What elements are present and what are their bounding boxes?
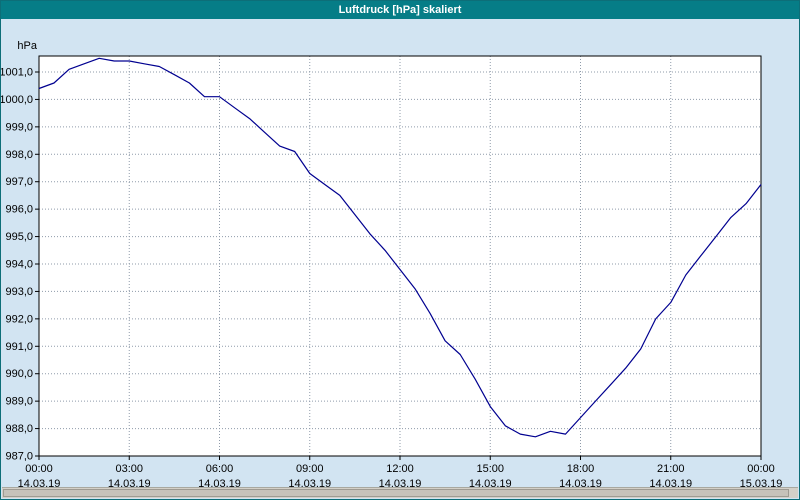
y-tick-label: 991,0 [5, 341, 33, 353]
y-axis-unit-label: hPa [17, 40, 37, 52]
y-tick-label: 994,0 [5, 259, 33, 271]
pressure-line [38, 57, 762, 438]
y-tick-label: 987,0 [5, 451, 33, 463]
x-tick-date-label: 14.03.19 [379, 478, 422, 489]
scrollbar-thumb[interactable] [3, 489, 789, 497]
x-tick-time-label: 00:00 [25, 463, 53, 475]
y-tick-label: 998,0 [5, 149, 33, 161]
x-tick-time-label: 12:00 [386, 463, 414, 475]
pressure-chart: 1001,0 1000,0 999,0 998,0 997,0 996,0 995,0 994… [1, 40, 783, 489]
chart-area: 1001,0 1000,0 999,0 998,0 997,0 996,0 995,0 994… [1, 19, 799, 489]
x-tick-time-label: 15:00 [476, 463, 504, 475]
y-tick-label: 992,0 [5, 313, 33, 325]
title-bar: Luftdruck [hPa] skaliert [1, 1, 799, 19]
x-tick-date-label: 14.03.19 [288, 478, 331, 489]
plot-border [38, 55, 762, 457]
x-tick-date-label: 15.03.19 [740, 478, 783, 489]
y-tick-label: 1001,0 [1, 67, 33, 79]
y-tick-label: 989,0 [5, 396, 33, 408]
y-tick-label: 996,0 [5, 204, 33, 216]
y-tick-label: 993,0 [5, 286, 33, 298]
x-tick-time-label: 03:00 [115, 463, 143, 475]
horizontal-scrollbar[interactable] [2, 487, 798, 498]
x-tick-time-label: 00:00 [747, 463, 775, 475]
window-title: Luftdruck [hPa] skaliert [338, 4, 462, 16]
y-tick-label: 990,0 [5, 368, 33, 380]
x-tick-date-label: 14.03.19 [469, 478, 512, 489]
x-tick-date-label: 14.03.19 [108, 478, 151, 489]
x-tick-date-label: 14.03.19 [18, 478, 61, 489]
x-tick-time-label: 06:00 [206, 463, 234, 475]
x-tick-time-label: 21:00 [657, 463, 685, 475]
x-tick-date-label: 14.03.19 [559, 478, 602, 489]
y-tick-label: 988,0 [5, 423, 33, 435]
y-tick-label: 1000,0 [1, 94, 33, 106]
x-tick-time-label: 09:00 [296, 463, 324, 475]
x-tick-date-label: 14.03.19 [649, 478, 692, 489]
y-tick-label: 997,0 [5, 176, 33, 188]
y-tick-label: 995,0 [5, 231, 33, 243]
x-tick-time-label: 18:00 [567, 463, 595, 475]
x-tick-date-label: 14.03.19 [198, 478, 241, 489]
y-tick-label: 999,0 [5, 121, 33, 133]
